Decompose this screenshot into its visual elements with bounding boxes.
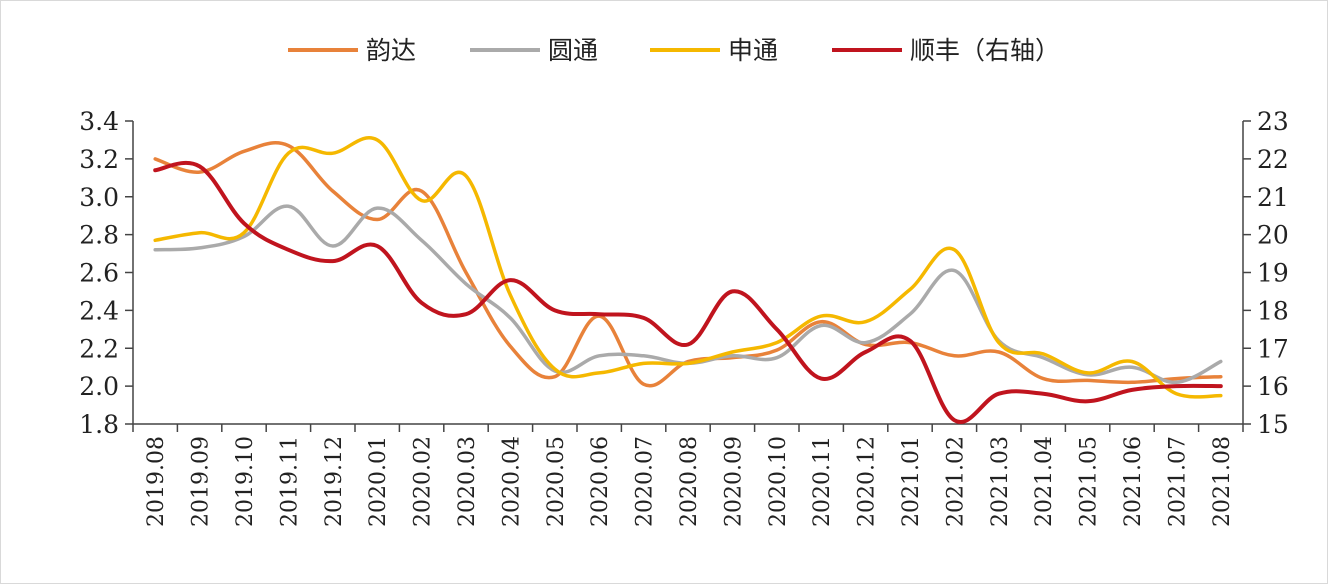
series-line-yunda [153, 141, 1223, 388]
legend-item-sf: 顺丰（右轴） [832, 36, 1060, 65]
x-tick-label: 2021.06 [1121, 436, 1146, 527]
right-tick-label: 16 [1257, 372, 1289, 401]
series-line-sto [153, 136, 1223, 399]
x-tick-label: 2021.05 [1077, 436, 1102, 527]
legend: 韵达 圆通 申通 顺丰（右轴） [288, 36, 1060, 65]
left-tick-label: 3.0 [79, 183, 119, 212]
left-y-axis: 1.8 2.0 2.2 2.4 2.6 2.8 3.0 3.2 3.4 [79, 107, 134, 439]
legend-label: 韵达 [366, 36, 416, 65]
left-tick-label: 2.2 [79, 334, 119, 363]
right-tick-label: 21 [1257, 183, 1289, 212]
x-tick-label: 2019.09 [189, 436, 214, 527]
x-tick-label: 2021.08 [1210, 436, 1235, 527]
legend-label: 圆通 [548, 36, 598, 65]
right-tick-label: 19 [1257, 259, 1289, 288]
right-tick-label: 18 [1257, 296, 1289, 325]
legend-item-yunda: 韵达 [288, 36, 416, 65]
left-tick-label: 2.4 [79, 296, 119, 325]
x-tick-label: 2021.01 [899, 436, 924, 527]
x-tick-label: 2021.04 [1032, 436, 1057, 527]
x-tick-label: 2021.07 [1165, 436, 1190, 527]
x-tick-label: 2020.03 [455, 436, 480, 527]
left-tick-label: 3.2 [79, 145, 119, 174]
x-tick-label: 2020.12 [855, 436, 880, 527]
right-tick-label: 20 [1257, 221, 1289, 250]
x-tick-label: 2021.02 [943, 436, 968, 527]
legend-item-yto: 圆通 [470, 36, 598, 65]
x-tick-label: 2020.02 [411, 436, 436, 527]
x-tick-label: 2020.06 [588, 436, 613, 527]
right-tick-label: 15 [1257, 410, 1289, 439]
x-tick-label: 2020.05 [544, 436, 569, 527]
x-tick-label: 2020.08 [677, 436, 702, 527]
x-tick-label: 2020.11 [810, 436, 835, 527]
x-tick-label: 2020.01 [366, 436, 391, 527]
left-tick-label: 2.8 [79, 221, 119, 250]
series-line-sf [153, 160, 1223, 424]
x-axis: 2019.08 2019.09 2019.10 2019.11 2019.12 2020.… [132, 423, 1244, 527]
right-tick-label: 17 [1257, 334, 1289, 363]
x-tick-label: 2020.04 [499, 436, 524, 527]
right-y-axis: 15 16 17 18 19 20 21 22 23 [1242, 107, 1289, 439]
right-tick-label: 23 [1257, 107, 1289, 136]
x-tick-label: 2020.10 [766, 436, 791, 527]
series-lines [153, 136, 1223, 424]
left-tick-label: 1.8 [79, 410, 119, 439]
x-tick-label: 2020.07 [633, 436, 658, 527]
legend-label: 顺丰（右轴） [910, 36, 1060, 65]
left-tick-label: 2.6 [79, 259, 119, 288]
x-tick-label: 2019.08 [144, 436, 169, 527]
x-tick-label: 2019.10 [233, 436, 258, 527]
right-tick-label: 22 [1257, 145, 1289, 174]
left-tick-label: 2.0 [79, 372, 119, 401]
x-tick-label: 2019.11 [277, 436, 302, 527]
legend-item-sto: 申通 [650, 36, 778, 65]
left-tick-label: 3.4 [79, 107, 119, 136]
x-tick-label: 2019.12 [322, 436, 347, 527]
x-tick-label: 2021.03 [988, 436, 1013, 527]
x-tick-label: 2020.09 [721, 436, 746, 527]
legend-label: 申通 [728, 36, 778, 65]
